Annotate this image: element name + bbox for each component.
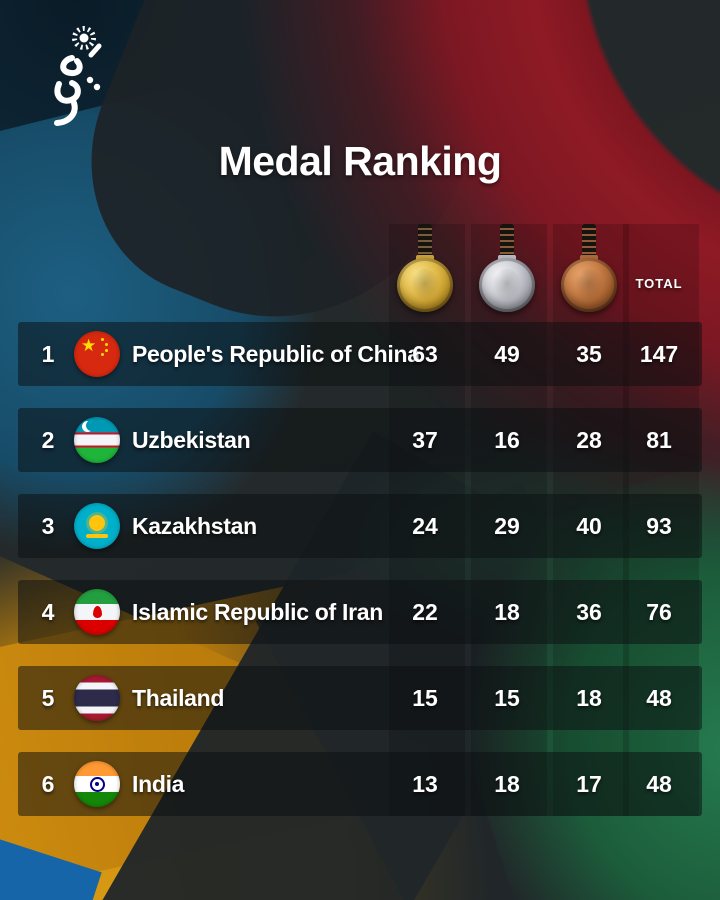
- medal-disc: [561, 258, 617, 312]
- rank-number: 4: [41, 599, 55, 625]
- medal-ribbon: [582, 224, 596, 259]
- gold-medal-icon: [397, 224, 453, 312]
- total-count: 93: [646, 513, 672, 539]
- country-name: Uzbekistan: [132, 427, 251, 453]
- total-count: 48: [646, 771, 672, 797]
- rank-number: 5: [41, 685, 55, 711]
- country-name: India: [132, 771, 185, 797]
- games-emblem-logo-icon: [54, 26, 102, 126]
- bronze-count: 28: [576, 427, 602, 453]
- total-count: 76: [646, 599, 672, 625]
- rank-number: 3: [41, 513, 55, 539]
- rank-number: 2: [41, 427, 55, 453]
- silver-count: 29: [494, 513, 520, 539]
- table-row: 5 Thailand 15 15 18 48: [18, 666, 702, 730]
- rank-number: 1: [41, 341, 55, 367]
- table-row: 1 People's Republic of China 63 49 35 14…: [18, 322, 702, 386]
- page-title: Medal Ranking: [218, 138, 502, 184]
- gold-count: 13: [412, 771, 438, 797]
- flag-kazakhstan-icon: [74, 503, 120, 549]
- flag-uzbekistan-icon: [74, 417, 120, 463]
- table-row: 3 Kazakhstan 24 29 40 93: [18, 494, 702, 558]
- bronze-medal-icon: [561, 224, 617, 312]
- silver-count: 16: [494, 427, 520, 453]
- silver-count: 49: [494, 341, 520, 367]
- country-name: Kazakhstan: [132, 513, 257, 539]
- table-row: 6 India 13 18 17 48: [18, 752, 702, 816]
- gold-count: 63: [412, 341, 438, 367]
- flag-iran-icon: [74, 589, 120, 635]
- medal-ribbon: [418, 224, 432, 259]
- rank-number: 6: [41, 771, 55, 797]
- silver-count: 18: [494, 599, 520, 625]
- total-column-header: TOTAL: [635, 276, 683, 291]
- silver-count: 18: [494, 771, 520, 797]
- flag-india-icon: [74, 761, 120, 807]
- total-count: 48: [646, 685, 672, 711]
- table-header: TOTAL: [18, 224, 702, 312]
- country-name: Islamic Republic of Iran: [132, 599, 383, 625]
- silver-medal-icon: [479, 224, 535, 312]
- bronze-count: 40: [576, 513, 602, 539]
- flag-china-icon: [74, 331, 120, 377]
- silver-count: 15: [494, 685, 520, 711]
- bronze-count: 18: [576, 685, 602, 711]
- total-count: 81: [646, 427, 672, 453]
- gold-count: 24: [412, 513, 438, 539]
- gold-count: 22: [412, 599, 438, 625]
- country-name: People's Republic of China: [132, 341, 420, 367]
- bronze-count: 17: [576, 771, 602, 797]
- table-row: 4 Islamic Republic of Iran 22 18 36 76: [18, 580, 702, 644]
- flag-thailand-icon: [74, 675, 120, 721]
- table-row: 2 Uzbekistan 37 16 28 81: [18, 408, 702, 472]
- medal-disc: [397, 258, 453, 312]
- medal-disc: [479, 258, 535, 312]
- gold-count: 37: [412, 427, 438, 453]
- bronze-count: 36: [576, 599, 602, 625]
- gold-count: 15: [412, 685, 438, 711]
- country-name: Thailand: [132, 685, 225, 711]
- bronze-count: 35: [576, 341, 602, 367]
- medal-ribbon: [500, 224, 514, 259]
- total-count: 147: [639, 341, 679, 367]
